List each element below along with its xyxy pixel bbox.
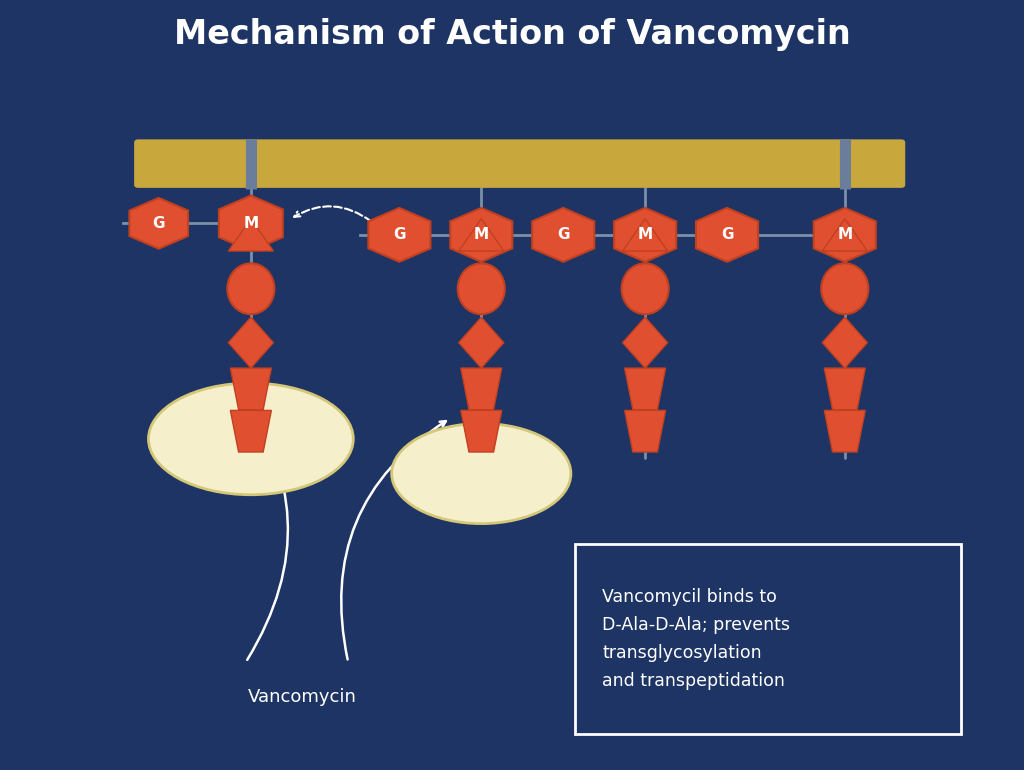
Polygon shape — [219, 196, 283, 251]
Polygon shape — [230, 368, 271, 410]
Text: M: M — [638, 227, 652, 243]
Text: Mechanism of Action of Vancomycin: Mechanism of Action of Vancomycin — [174, 18, 850, 51]
Text: M: M — [244, 216, 258, 231]
Text: G: G — [153, 216, 165, 231]
Polygon shape — [822, 317, 867, 368]
Polygon shape — [532, 208, 594, 262]
Polygon shape — [623, 317, 668, 368]
Polygon shape — [228, 219, 273, 251]
Text: G: G — [557, 227, 569, 243]
Polygon shape — [822, 219, 867, 251]
Polygon shape — [129, 198, 188, 249]
Ellipse shape — [227, 263, 274, 314]
Text: G: G — [721, 227, 733, 243]
Text: M: M — [838, 227, 852, 243]
Text: Vancomycin: Vancomycin — [248, 688, 356, 706]
Text: M: M — [474, 227, 488, 243]
Ellipse shape — [622, 263, 669, 314]
Text: G: G — [393, 227, 406, 243]
Text: Vancomycil binds to
D-Ala-D-Ala; prevents
transglycosylation
and transpeptidatio: Vancomycil binds to D-Ala-D-Ala; prevent… — [602, 588, 791, 690]
Polygon shape — [451, 208, 512, 262]
Polygon shape — [614, 208, 676, 262]
Polygon shape — [459, 317, 504, 368]
Polygon shape — [625, 368, 666, 410]
Polygon shape — [623, 219, 668, 251]
Polygon shape — [230, 410, 271, 452]
Polygon shape — [625, 410, 666, 452]
Polygon shape — [814, 208, 876, 262]
FancyBboxPatch shape — [134, 139, 905, 188]
Ellipse shape — [391, 424, 571, 524]
Polygon shape — [461, 368, 502, 410]
Polygon shape — [228, 317, 273, 368]
FancyBboxPatch shape — [575, 544, 961, 734]
Polygon shape — [461, 410, 502, 452]
Ellipse shape — [821, 263, 868, 314]
Polygon shape — [824, 410, 865, 452]
Ellipse shape — [148, 383, 353, 494]
Polygon shape — [459, 219, 504, 251]
Polygon shape — [369, 208, 430, 262]
Ellipse shape — [458, 263, 505, 314]
Polygon shape — [824, 368, 865, 410]
Polygon shape — [696, 208, 758, 262]
